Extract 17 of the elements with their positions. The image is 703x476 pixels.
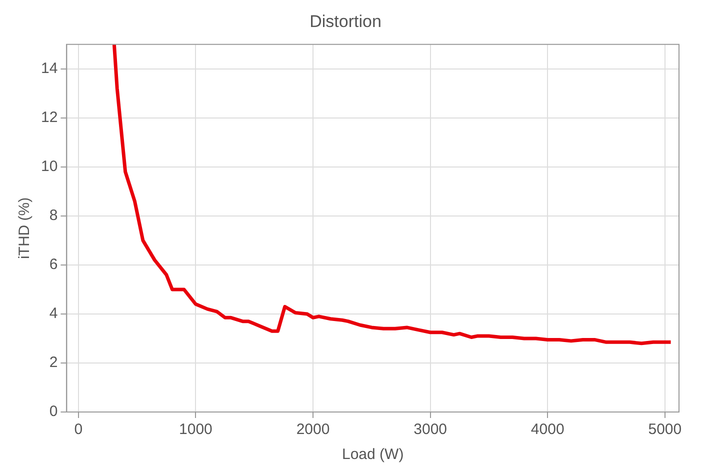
- y-tick-label: 0: [49, 403, 58, 420]
- y-tick-label: 2: [49, 354, 58, 372]
- y-tick-label: 14: [40, 60, 58, 78]
- x-tick-label: 0: [74, 421, 83, 438]
- chart-title: Distortion: [310, 12, 382, 31]
- y-tick-label: 6: [49, 256, 58, 274]
- x-tick-label: 4000: [530, 421, 564, 438]
- x-tick-label: 5000: [648, 421, 682, 438]
- x-tick-label: 1000: [179, 421, 212, 438]
- y-tick-label: 4: [49, 305, 58, 322]
- y-tick-label: 8: [49, 207, 58, 224]
- y-axis-title: iTHD (%): [16, 197, 34, 260]
- x-tick-label: 3000: [414, 421, 448, 438]
- y-tick-label: 12: [40, 109, 58, 126]
- y-tick-label: 10: [40, 158, 58, 176]
- x-tick-label: 2000: [296, 421, 330, 438]
- x-axis-title: Load (W): [342, 446, 404, 464]
